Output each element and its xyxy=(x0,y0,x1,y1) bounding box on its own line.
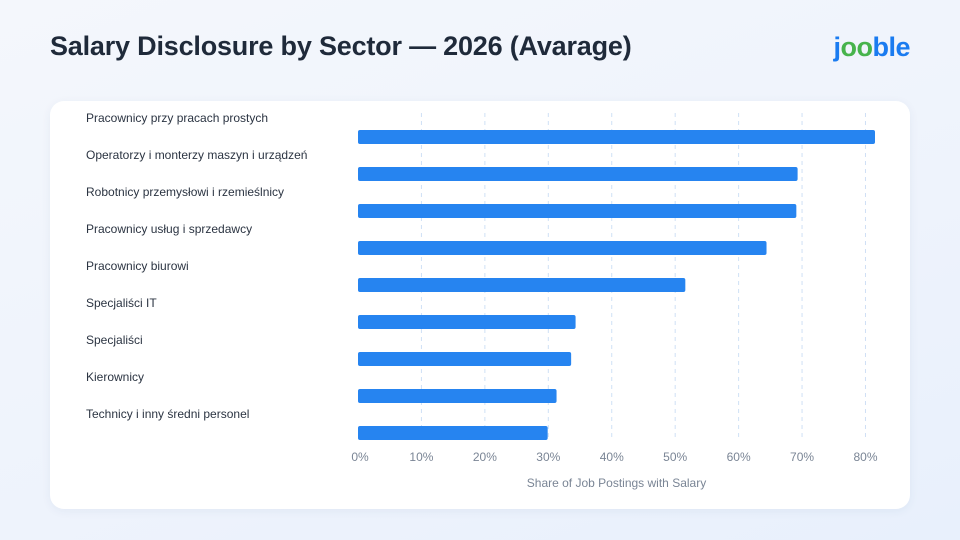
category-label: Pracownicy usług i sprzedawcy xyxy=(86,222,252,236)
bar[interactable] xyxy=(358,241,767,255)
bar[interactable] xyxy=(358,426,548,440)
category-label: Technicy i inny średni personel xyxy=(86,407,249,421)
x-axis-title: Share of Job Postings with Salary xyxy=(527,476,706,490)
category-label: Specjaliści xyxy=(86,333,143,347)
bar-chart: Pracownicy przy pracach prostych Operator… xyxy=(86,111,878,490)
logo-part-oo: oo xyxy=(840,32,873,62)
x-tick-label: 30% xyxy=(536,450,560,464)
x-tick-label: 0% xyxy=(351,450,369,464)
x-tick-label: 20% xyxy=(473,450,497,464)
chart-card: Pracownicy przy pracach prostych Operator… xyxy=(50,101,910,509)
x-tick-label: 10% xyxy=(409,450,433,464)
page-title: Salary Disclosure by Sector — 2026 (Avar… xyxy=(50,31,632,61)
bar[interactable] xyxy=(358,315,576,329)
bar[interactable] xyxy=(358,204,797,218)
jooble-logo[interactable]: jooble xyxy=(833,31,910,63)
category-label: Kierownicy xyxy=(86,370,144,384)
bar[interactable] xyxy=(358,130,875,144)
bar[interactable] xyxy=(358,278,686,292)
category-label: Operatorzy i monterzy maszyn i urządzeń xyxy=(86,148,307,162)
category-label: Pracownicy biurowi xyxy=(86,259,189,273)
category-label: Specjaliści IT xyxy=(86,296,157,310)
x-tick-label: 50% xyxy=(663,450,687,464)
x-tick-label: 40% xyxy=(600,450,624,464)
bar[interactable] xyxy=(358,389,557,403)
category-label: Robotnicy przemysłowi i rzemieślnicy xyxy=(86,185,284,199)
category-label: Pracownicy przy pracach prostych xyxy=(86,111,268,125)
bar[interactable] xyxy=(358,167,798,181)
bar[interactable] xyxy=(358,352,572,366)
logo-part-ble: ble xyxy=(872,32,910,62)
x-tick-label: 80% xyxy=(853,450,877,464)
logo-part-j: j xyxy=(833,32,841,62)
x-tick-label: 60% xyxy=(727,450,751,464)
x-tick-label: 70% xyxy=(790,450,814,464)
